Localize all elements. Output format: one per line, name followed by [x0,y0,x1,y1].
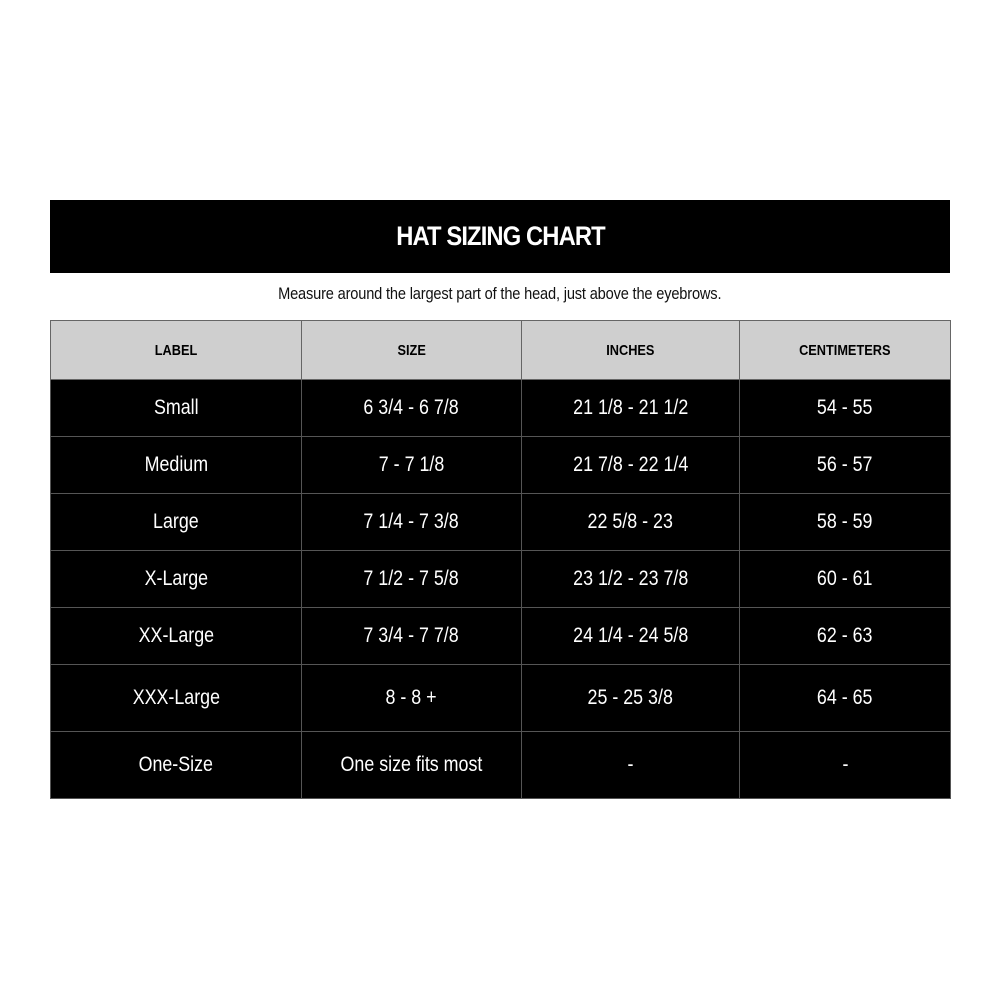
cell-text: 25 - 25 3/8 [587,686,674,709]
column-header-text: CENTIMETERS [799,341,891,359]
cell-text: 56 - 57 [817,453,873,476]
column-header-inches: INCHES [521,320,740,380]
cell-text: 8 - 8 + [385,686,438,709]
cell-label: One-Size [50,731,302,799]
cell-text: 60 - 61 [817,567,873,590]
cell-centimeters: 56 - 57 [739,436,951,494]
table-row: X-Large 7 1/2 - 7 5/8 23 1/2 - 23 7/8 60 - … [50,550,951,608]
cell-text: XX-Large [138,624,214,647]
subtitle-text: Measure around the largest part of the h… [278,284,722,303]
table-row: XX-Large 7 3/4 - 7 7/8 24 1/4 - 24 5/8 62 -… [50,607,951,665]
cell-inches: 21 1/8 - 21 1/2 [521,379,740,437]
cell-text: Medium [144,453,208,476]
cell-centimeters: - [739,731,951,799]
cell-text: - [842,753,848,776]
cell-centimeters: 58 - 59 [739,493,951,551]
cell-text: XXX-Large [132,686,220,709]
cell-label: XXX-Large [50,664,302,732]
cell-text: Small [153,396,199,419]
cell-text: - [627,753,634,776]
table-row: Small 6 3/4 - 6 7/8 21 1/8 - 21 1/2 54 - 55 [50,379,951,437]
column-header-label: LABEL [50,320,302,380]
table-row: Large 7 1/4 - 7 3/8 22 5/8 - 23 58 - 59 [50,493,951,551]
cell-label: XX-Large [50,607,302,665]
table-header-row: LABEL SIZE INCHES CENTIMETERS [50,320,951,380]
cell-centimeters: 64 - 65 [739,664,951,732]
cell-size: 6 3/4 - 6 7/8 [301,379,522,437]
cell-text: 54 - 55 [817,396,873,419]
cell-centimeters: 60 - 61 [739,550,951,608]
cell-label: Large [50,493,302,551]
cell-inches: 23 1/2 - 23 7/8 [521,550,740,608]
cell-text: 21 7/8 - 22 1/4 [572,453,689,476]
cell-label: Small [50,379,302,437]
cell-centimeters: 62 - 63 [739,607,951,665]
cell-label: Medium [50,436,302,494]
cell-text: One-Size [138,753,214,776]
page-title: HAT SIZING CHART [395,221,605,251]
cell-size: 7 3/4 - 7 7/8 [301,607,522,665]
cell-centimeters: 54 - 55 [739,379,951,437]
cell-size: 7 - 7 1/8 [301,436,522,494]
cell-text: 62 - 63 [817,624,873,647]
cell-text: 7 3/4 - 7 7/8 [363,624,460,647]
column-header-size: SIZE [301,320,522,380]
table-row: One-Size One size fits most - - [50,731,951,799]
cell-text: 64 - 65 [817,686,873,709]
cell-inches: 25 - 25 3/8 [521,664,740,732]
cell-text: 23 1/2 - 23 7/8 [572,567,689,590]
cell-inches: 22 5/8 - 23 [521,493,740,551]
title-banner: HAT SIZING CHART [50,200,950,273]
column-header-text: SIZE [397,341,426,359]
cell-size: 8 - 8 + [301,664,522,732]
cell-text: Large [153,510,199,533]
cell-text: 22 5/8 - 23 [587,510,674,533]
cell-size: 7 1/2 - 7 5/8 [301,550,522,608]
column-header-text: INCHES [606,341,655,359]
cell-text: 7 1/2 - 7 5/8 [363,567,460,590]
column-header-text: LABEL [154,341,198,359]
cell-text: 7 - 7 1/8 [378,453,445,476]
cell-text: 7 1/4 - 7 3/8 [363,510,460,533]
cell-inches: 21 7/8 - 22 1/4 [521,436,740,494]
size-table: LABEL SIZE INCHES CENTIMETERS Small 6 3/4… [50,320,951,799]
cell-inches: 24 1/4 - 24 5/8 [521,607,740,665]
cell-text: 24 1/4 - 24 5/8 [572,624,689,647]
cell-text: X-Large [144,567,208,590]
subtitle: Measure around the largest part of the h… [50,284,950,304]
cell-size: 7 1/4 - 7 3/8 [301,493,522,551]
cell-label: X-Large [50,550,302,608]
cell-inches: - [521,731,740,799]
cell-text: One size fits most [340,753,483,776]
cell-text: 58 - 59 [817,510,873,533]
table-row: XXX-Large 8 - 8 + 25 - 25 3/8 64 - 65 [50,664,951,732]
cell-size: One size fits most [301,731,522,799]
cell-text: 21 1/8 - 21 1/2 [572,396,689,419]
cell-text: 6 3/4 - 6 7/8 [363,396,460,419]
column-header-centimeters: CENTIMETERS [739,320,951,380]
table-row: Medium 7 - 7 1/8 21 7/8 - 22 1/4 56 - 57 [50,436,951,494]
